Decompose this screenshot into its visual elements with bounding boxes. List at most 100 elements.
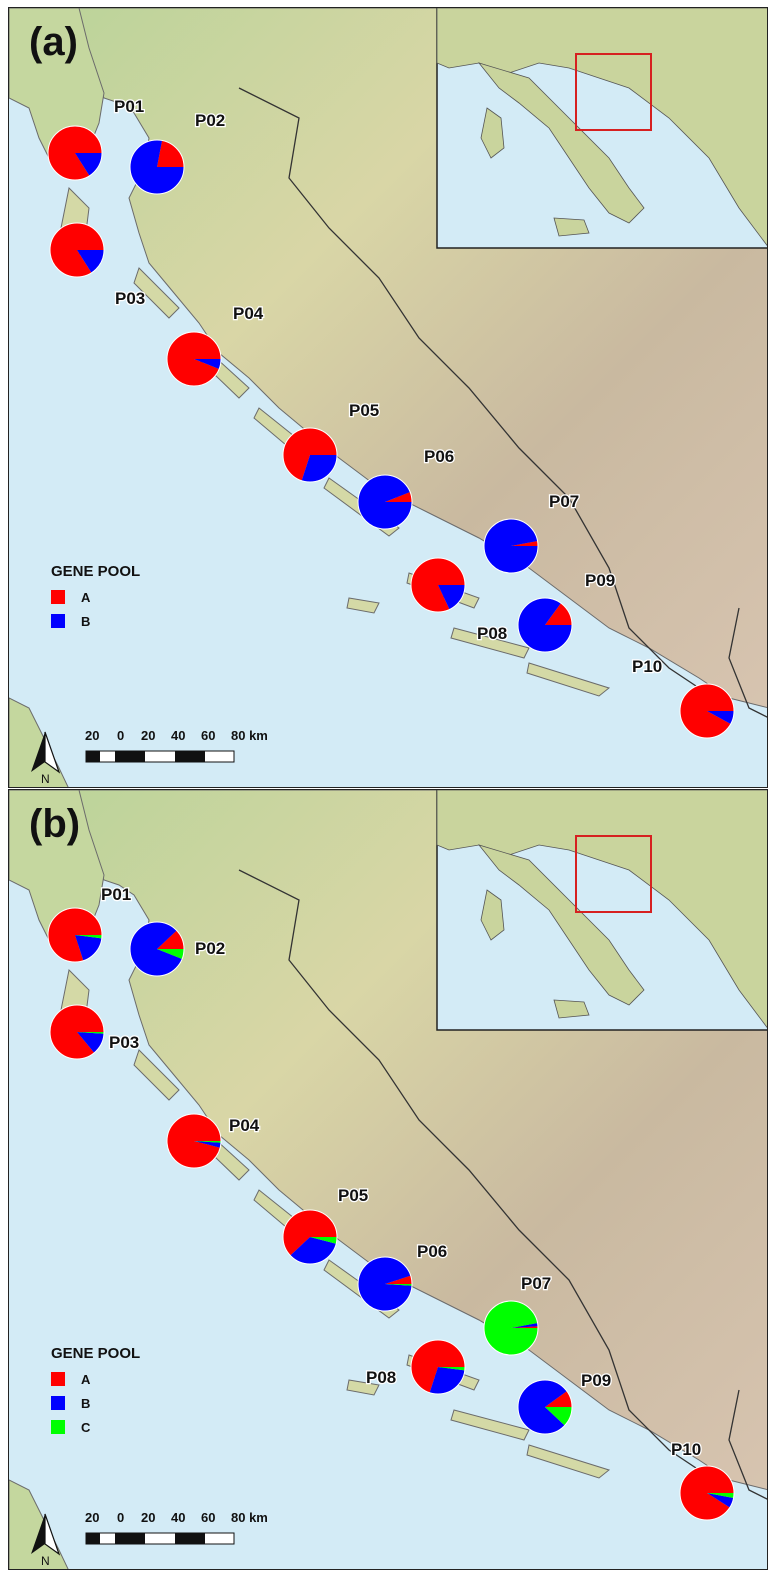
population-label-p07: P07 (521, 1274, 551, 1293)
country-border-east (728, 607, 767, 718)
population-label-p10: P10 (671, 1440, 701, 1459)
pie-outline (129, 139, 185, 195)
pie-slice-a (283, 1210, 337, 1256)
legend-item-a: A (51, 585, 140, 609)
pie-outline (357, 474, 413, 530)
pie-slice-c (310, 1237, 337, 1244)
pie-outline (47, 907, 103, 963)
legend-b: GENE POOL A B C (51, 1345, 140, 1439)
pie-outline (49, 1004, 105, 1060)
pie-outline (357, 1256, 413, 1312)
population-label-p04: P04 (229, 1116, 260, 1135)
panel-tag-b: (b) (29, 802, 81, 846)
legend-swatch-c (51, 1420, 65, 1434)
pie-chart-p08 (410, 557, 466, 613)
legend-item-b: B (51, 1391, 140, 1415)
pie-outline (410, 557, 466, 613)
pie-chart-p07 (483, 1300, 539, 1356)
pie-outline (679, 1465, 735, 1521)
pie-slice-b (357, 1257, 412, 1311)
pie-slice-b (130, 140, 184, 194)
scale-tick-label: 20 (141, 1510, 156, 1525)
pie-outline (166, 331, 222, 387)
inset-focus-rect (575, 835, 652, 913)
legend-label-a: A (81, 589, 91, 605)
pie-slice-a (511, 1326, 538, 1328)
pie-chart-p09 (517, 597, 573, 653)
population-label-p10: P10 (632, 657, 662, 676)
pie-slice-c (385, 1284, 412, 1286)
pie-outline (129, 921, 185, 977)
north-label: N (41, 772, 50, 784)
legend-label-c: C (81, 1419, 91, 1435)
map-base-b: P01 P02 P03 P04 P05 P06 P07 P08 P09 P10 (9, 790, 767, 1569)
pie-slice-c (194, 1141, 221, 1143)
pie-slice-b (517, 1380, 567, 1434)
inset-focus-rect (575, 53, 652, 131)
population-label-p05: P05 (349, 401, 379, 420)
pie-slice-a (157, 140, 184, 167)
population-label-p06: P06 (417, 1242, 447, 1261)
legend-label-b: B (81, 1395, 91, 1411)
pie-chart-p03 (49, 222, 105, 278)
legend-label-a: A (81, 1371, 91, 1387)
pie-outline (517, 1379, 573, 1435)
north-label: N (41, 1554, 50, 1566)
scale-labels: 20 0 20 40 60 80 km (85, 1510, 285, 1528)
population-label-p02: P02 (195, 111, 225, 130)
pie-slice-a (411, 557, 465, 612)
pie-outline (517, 597, 573, 653)
population-pies-b (47, 907, 735, 1521)
pie-slice-c (157, 949, 184, 959)
pie-slice-b (77, 1032, 104, 1053)
pie-slice-b (707, 711, 734, 725)
pie-slice-c (77, 1032, 104, 1034)
pie-outline (679, 683, 735, 739)
north-arrow-icon: N (31, 1513, 61, 1566)
pie-chart-p10 (679, 1465, 735, 1521)
pie-chart-p05 (282, 427, 338, 483)
scale-tick-label: 40 (171, 728, 186, 743)
pie-slice-b (301, 455, 337, 482)
population-label-p09: P09 (585, 571, 615, 590)
scale-tick-label: 20 (85, 1510, 100, 1525)
population-label-p08: P08 (366, 1368, 396, 1387)
population-pies-a (47, 125, 735, 739)
legend-title: GENE POOL (51, 563, 141, 580)
map-base-a: P01 P02 P03 P04 P05 P06 P07 P08 P09 P10 (9, 8, 767, 787)
pie-chart-p07 (483, 518, 539, 574)
scale-tick-label: 80 km (231, 728, 268, 743)
legend-swatch-b (51, 614, 65, 628)
scale-bar-b: N 20 0 20 40 60 80 km (25, 1510, 285, 1569)
pie-chart-p05 (282, 1209, 338, 1265)
pie-slice-a (545, 1391, 572, 1407)
pie-slice-b (707, 1493, 734, 1508)
population-label-p05: P05 (338, 1186, 368, 1205)
country-border (238, 87, 730, 709)
population-label-p01: P01 (101, 885, 131, 904)
scale-tick-label: 0 (117, 728, 125, 743)
country-border (238, 869, 730, 1491)
population-label-p03: P03 (109, 1033, 139, 1052)
map-panel-b: P01 P02 P03 P04 P05 P06 P07 P08 P09 P10 (b) GENE … (8, 789, 768, 1570)
legend-item-b: B (51, 609, 140, 633)
population-label-p07: P07 (549, 492, 579, 511)
legend-item-a: A (51, 1367, 140, 1391)
pie-chart-p10 (679, 683, 735, 739)
country-border-east (728, 1389, 767, 1500)
pie-outline (483, 518, 539, 574)
population-label-p04: P04 (233, 304, 264, 323)
pie-slice-b (194, 359, 221, 369)
population-label-p08: P08 (477, 624, 507, 643)
pie-outline (282, 427, 338, 483)
pie-outline (49, 222, 105, 278)
pie-slice-b (438, 585, 465, 610)
scale-tick-label: 80 km (231, 1510, 268, 1525)
legend-item-c: C (51, 1415, 140, 1439)
inset-map (436, 790, 767, 1031)
legend-title: GENE POOL (51, 1345, 141, 1362)
pie-chart-p09 (517, 1379, 573, 1435)
pie-slice-b (290, 1237, 337, 1264)
pie-outline (410, 1339, 466, 1395)
scale-bar-a: N 20 0 20 40 60 80 km (25, 728, 285, 787)
